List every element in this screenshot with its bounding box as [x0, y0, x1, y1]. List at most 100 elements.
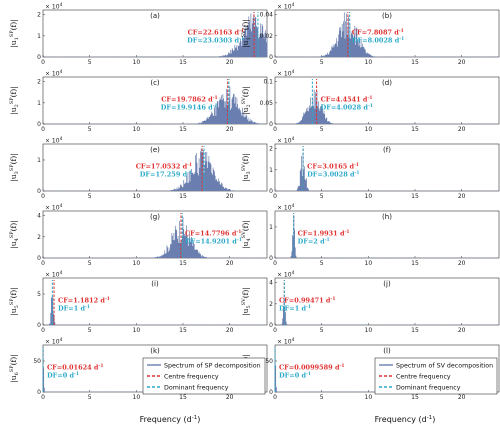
- panel-b-xtick-label-2: 10: [365, 59, 373, 66]
- legend-left-centre-label: Centre frequency: [164, 374, 219, 381]
- panel-l-ytick-label-0: 0: [269, 389, 273, 396]
- x-axis-label-left: Frequency (d-1): [140, 415, 201, 424]
- panel-k-xtick-label-3: 15: [179, 394, 187, 401]
- panel-b-ytick-label-0: 0: [269, 54, 273, 61]
- panel-l-xtick-label-3: 15: [411, 394, 419, 401]
- panel-b: 0 5 10 15 20 0 0.02 0.04× 104 (b) |u1SV(f)| CF=7.8…: [241, 2, 500, 66]
- panel-d: 0 5 10 15 20 0 0.05 0.1 × 104 (d) |u2SV(f)| CF=4.45…: [241, 69, 500, 133]
- panel-k-ytick-label-0: 0: [37, 389, 41, 396]
- panel-a-letter: (a): [150, 12, 160, 20]
- panel-d-cf-text: CF=4.4541 d-1: [321, 95, 373, 104]
- panel-i-spectrum: [42, 296, 268, 325]
- panel-d-xtick-label-2: 10: [365, 126, 373, 133]
- panel-d-spectrum: [274, 89, 500, 124]
- panel-j-ytick-label-1: 2: [269, 301, 273, 308]
- panel-g-cf-text: CF=14.7796 d-1: [185, 229, 241, 238]
- x-axis-label-right: Frequency (d-1): [375, 415, 436, 424]
- panel-e-ylabel: |u3SP(f)|: [9, 153, 20, 182]
- panel-a-exponent: × 104: [45, 2, 63, 11]
- panel-g-xtick-label-4: 20: [226, 260, 234, 267]
- panel-c-df-text: DF=19.9146 d-1: [161, 103, 218, 112]
- panel-b-ylabel: |u1SV(f)|: [241, 19, 252, 48]
- panel-l-xtick-label-1: 5: [320, 394, 324, 401]
- panel-d-ylabel: |u2SV(f)|: [241, 86, 252, 115]
- panel-j-cf-text: CF=0.99471 d-1: [279, 296, 335, 305]
- panel-k-ylabel: |u6SP(f)|: [9, 354, 20, 383]
- panel-j-xtick-label-4: 20: [458, 327, 466, 334]
- panel-e-letter: (e): [150, 146, 160, 154]
- panel-f-xtick-label-3: 15: [411, 193, 419, 200]
- legend-right-spectrum-label: Spectrum of SV decomposition: [396, 363, 493, 370]
- panel-k-ytick-label-1: 50: [33, 358, 41, 365]
- panel-i-ylabel: |u5SP(f)|: [9, 287, 20, 316]
- panel-c-xtick-label-1: 5: [88, 126, 92, 133]
- panel-i-xtick-label-0: 0: [41, 327, 45, 334]
- panel-c-ylabel: |u2SP(f)|: [9, 86, 20, 115]
- legend-left-box: [142, 357, 266, 395]
- panel-b-exponent: × 104: [277, 2, 295, 11]
- panel-g-exponent: × 104: [45, 203, 63, 212]
- panel-f-xtick-label-0: 0: [273, 193, 277, 200]
- panel-a-spectrum: [42, 13, 268, 57]
- panel-i-xtick-label-1: 5: [88, 327, 92, 334]
- panel-f-exponent: × 104: [277, 136, 295, 145]
- panel-d-exponent: × 104: [277, 69, 295, 78]
- panel-g-letter: (g): [150, 213, 160, 221]
- panel-g-ylabel: |u4SP(f)|: [9, 220, 20, 249]
- panel-g-ytick-label-0: 0: [37, 255, 41, 262]
- panel-e: 0 5 10 15 20 0 1 × 104 (e) |u3SP(f)| CF=17.0532 d-…: [9, 136, 268, 200]
- panel-h-xtick-label-4: 20: [458, 260, 466, 267]
- panel-l-xtick-label-0: 0: [273, 394, 277, 401]
- panel-c-xtick-label-3: 15: [179, 126, 187, 133]
- panel-h-exponent: × 104: [277, 203, 295, 212]
- panel-g-xtick-label-3: 15: [179, 260, 187, 267]
- panel-c-exponent: × 104: [45, 69, 63, 78]
- panel-j-xtick-label-3: 15: [411, 327, 419, 334]
- panel-b-xtick-label-3: 15: [411, 59, 419, 66]
- panel-i-ytick-label-0: 0: [37, 322, 41, 329]
- panel-d-xtick-label-4: 20: [458, 126, 466, 133]
- panel-h-ylabel: |u4SV(f)|: [241, 220, 252, 249]
- panel-c: 0 5 10 15 20 0 1 2 × 104 (c) |u2SP(f)| CF=19.7862 d…: [9, 69, 268, 133]
- panel-h-ytick-label-0: 0: [269, 255, 273, 262]
- panel-f-ytick-label-1: 1: [269, 167, 273, 174]
- panel-e-ytick-label-1: 1: [37, 157, 41, 164]
- panel-a-ytick-label-1: 1: [37, 33, 41, 40]
- panel-a-xtick-label-4: 20: [226, 59, 234, 66]
- panel-k-xtick-label-2: 10: [133, 394, 141, 401]
- legend-right-centre-label: Centre frequency: [396, 374, 451, 381]
- panel-d-xtick-label-1: 5: [320, 126, 324, 133]
- panel-j-xtick-label-2: 10: [365, 327, 373, 334]
- panel-d-ytick-label-0: 0: [269, 121, 273, 128]
- panel-f-ytick-label-0: 0: [269, 188, 273, 195]
- panel-a-xtick-label-2: 10: [133, 59, 141, 66]
- legend-right: Spectrum of SV decomposition Centre freq…: [374, 357, 498, 395]
- panel-a-ytick-label-2: 2: [37, 12, 41, 19]
- panel-e-spectrum: [42, 148, 268, 191]
- panel-h-xtick-label-1: 5: [320, 260, 324, 267]
- panel-i-ytick-label-1: 5: [37, 291, 41, 298]
- panel-e-df-text: DF=17.259 d-1: [140, 170, 192, 179]
- panel-e-xtick-label-4: 20: [226, 193, 234, 200]
- panel-g-xtick-label-0: 0: [41, 260, 45, 267]
- panel-a-df-text: DF=23.0303 d-1: [187, 36, 244, 45]
- panel-l-df-text: DF=0 d-1: [279, 371, 311, 380]
- panel-f-ylabel: |u3SV(f)|: [241, 153, 252, 182]
- panel-l-xtick-label-2: 10: [365, 394, 373, 401]
- panel-c-spectrum: [42, 86, 268, 124]
- panel-h-spectrum: [274, 215, 500, 258]
- panel-a-cf-text: CF=22.6163 d-1: [188, 28, 244, 37]
- panel-i: 0 5 10 15 20 0 5 × 104 (i) |u5SP(f)| CF=1.1812 d-1…: [9, 270, 268, 334]
- legend-right-dominant-label: Dominant frequency: [396, 385, 461, 392]
- panel-e-ytick-label-0: 0: [37, 188, 41, 195]
- panel-e-exponent: × 104: [45, 136, 63, 145]
- panel-f-xtick-label-2: 10: [365, 193, 373, 200]
- panel-f-cf-text: CF=3.0165 d-1: [307, 162, 359, 171]
- panel-g-xtick-label-2: 10: [133, 260, 141, 267]
- panel-d-xtick-label-0: 0: [273, 126, 277, 133]
- panel-b-ytick-label-2: 0.04: [260, 12, 274, 19]
- panel-e-xtick-label-0: 0: [41, 193, 45, 200]
- panel-d-df-text: DF=4.0028 d-1: [321, 103, 373, 112]
- legend-left-spectrum-label: Spectrum of SP decomposition: [164, 363, 261, 370]
